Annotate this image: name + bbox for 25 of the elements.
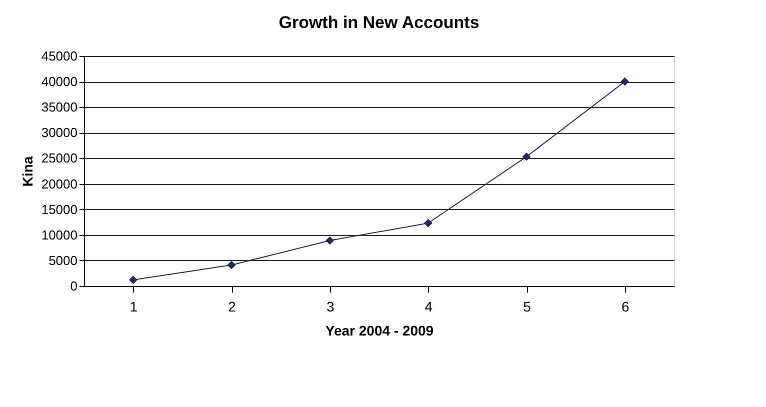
y-tick-label: 25000 <box>41 150 78 166</box>
x-tick-label: 6 <box>621 298 630 314</box>
y-tick-label: 0 <box>70 278 78 294</box>
y-tick-label: 35000 <box>41 100 78 115</box>
point <box>326 236 334 245</box>
y-tick-label: 45000 <box>41 48 78 64</box>
point <box>620 77 629 86</box>
chart-title: Growth in New Accounts <box>278 13 480 32</box>
y-tick-label: 40000 <box>41 74 78 90</box>
point <box>227 260 236 270</box>
point <box>522 152 531 161</box>
x-tick-label: 3 <box>326 298 334 314</box>
point <box>424 219 432 228</box>
point <box>129 276 138 284</box>
y-tick-label: 10000 <box>41 227 78 242</box>
y-tick-label: 5000 <box>48 252 78 268</box>
y-axis-title: Kina <box>19 156 36 187</box>
x-tick-label: 5 <box>523 298 532 314</box>
x-tick-label: 1 <box>130 298 138 314</box>
y-tick-label: 30000 <box>41 125 78 140</box>
y-tick-label: 20000 <box>41 176 78 192</box>
x-tick-label: 4 <box>424 298 433 314</box>
y-tick-label: 15000 <box>41 202 78 217</box>
x-axis-title: Year 2004 - 2009 <box>325 322 434 338</box>
x-tick-label: 2 <box>228 298 236 314</box>
